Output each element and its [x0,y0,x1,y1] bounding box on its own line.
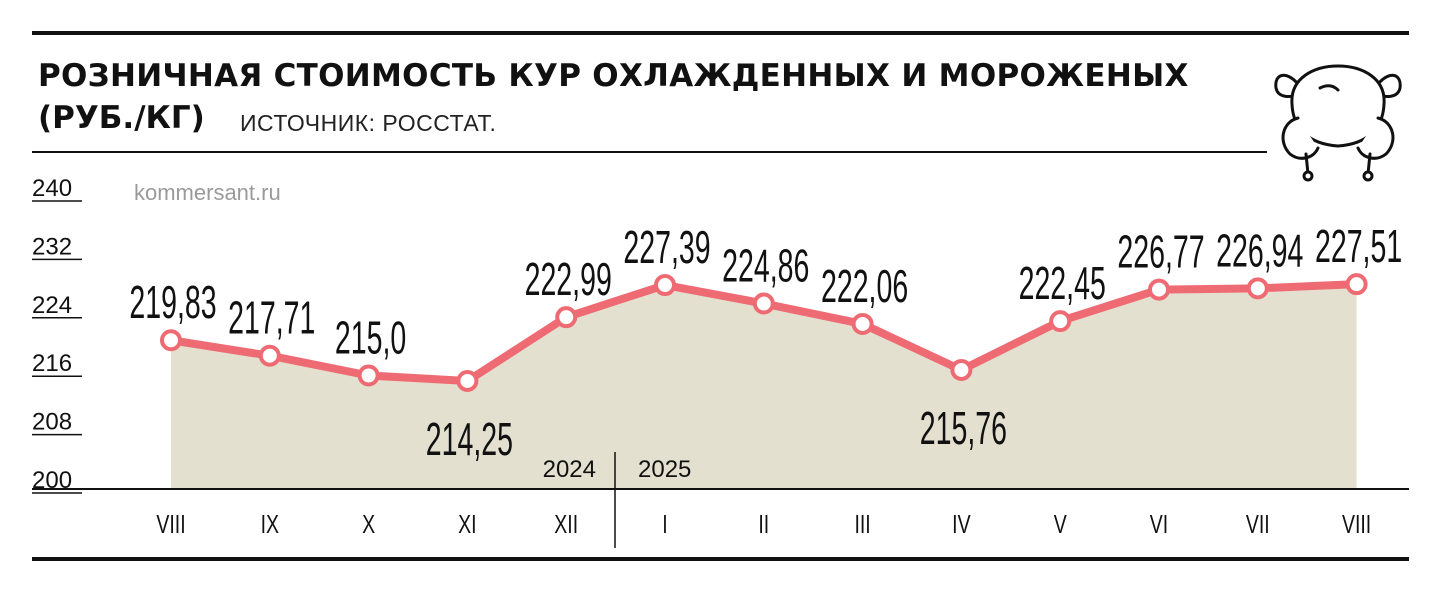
top-rule [32,31,1409,35]
roast-chicken-icon [1274,64,1402,182]
data-point [160,329,182,352]
bottom-rule [32,557,1409,561]
x-tick-label: VI [1150,509,1168,538]
data-point [1345,273,1368,296]
area-fill [171,284,1357,489]
y-tick-label: 216 [32,350,72,377]
x-tick-label: I [662,509,667,538]
data-point [752,292,775,315]
data-label: 217,71 [228,293,315,345]
data-label: 227,51 [1315,221,1402,273]
year-label: 2024 [543,456,596,483]
source-note: ИСТОЧНИК: РОССТАТ. [240,110,497,136]
x-tick-label: XII [554,509,578,538]
data-label: 227,39 [623,222,710,274]
data-label: 226,77 [1117,227,1204,279]
x-tick-label: V [1054,509,1068,538]
data-label: 215,0 [335,313,406,365]
x-tick-label: VII [1246,509,1270,538]
data-label: 222,99 [525,254,612,306]
x-tick-label: XI [458,509,476,538]
data-label: 219,83 [129,277,216,329]
y-tick-label: 208 [32,409,72,436]
watermark-text: kommersant.ru [134,180,281,205]
data-point [851,312,874,335]
data-point [1148,278,1170,301]
data-point [1246,277,1269,300]
y-tick-label: 240 [32,175,72,202]
x-tick-label: II [758,509,769,538]
data-point [950,358,973,381]
year-label: 2025 [638,456,691,483]
x-tick-label: VIII [156,509,185,538]
data-point [357,364,380,387]
x-tick-label: III [854,509,870,538]
data-label: 226,94 [1216,225,1303,277]
chart-title: РОЗНИЧНАЯ СТОИМОСТЬ КУР ОХЛАЖДЕННЫХ И МО… [38,58,1189,94]
x-tick-label: X [362,509,375,538]
header-divider [32,151,1267,153]
x-tick-label: IV [952,509,971,538]
y-tick-label: 224 [32,292,72,319]
year-labels: 2024 2025 [543,456,692,483]
y-tick-label: 232 [32,233,72,260]
data-points [160,273,1368,392]
data-label: 224,86 [722,241,809,293]
data-point [456,369,479,392]
data-point [1049,310,1072,333]
data-label: 222,06 [821,261,908,313]
x-tick-label: IX [261,509,279,538]
chart-unit: (РУБ./КГ) [38,100,205,136]
data-label: 215,76 [920,403,1007,455]
data-label: 214,25 [426,414,513,466]
data-point [654,274,676,297]
data-point [555,306,578,329]
data-point [258,344,281,367]
x-axis-labels: VIII IX X XI XII I II III IV V VI VII VIII [156,509,1371,538]
data-label: 222,45 [1019,258,1106,310]
x-tick-label: VIII [1342,509,1371,538]
